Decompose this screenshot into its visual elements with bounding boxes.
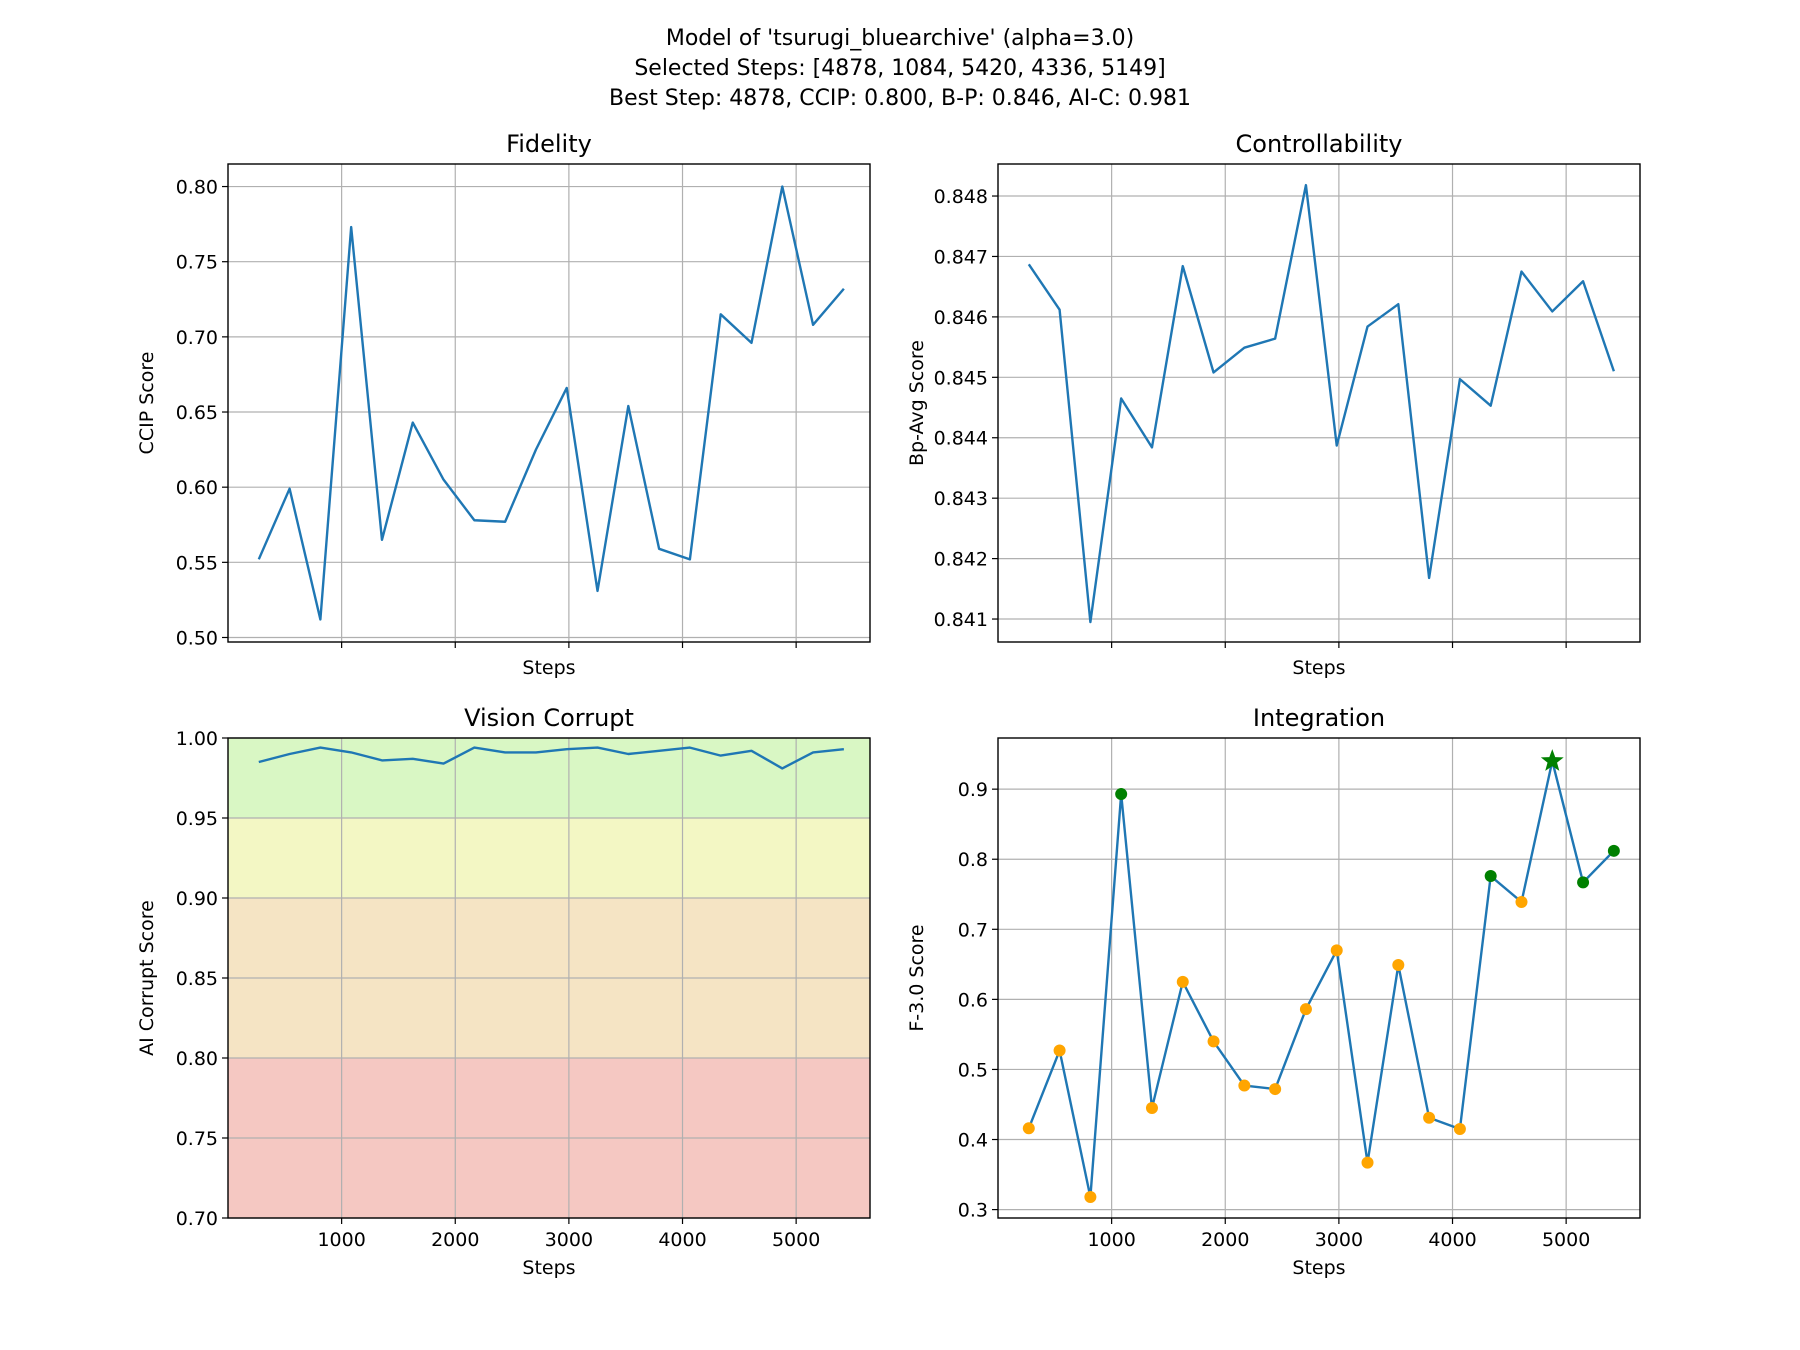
y-tick-label: 0.847 bbox=[934, 246, 988, 268]
y-tick-label: 0.95 bbox=[176, 808, 218, 830]
y-tick-label: 0.6 bbox=[958, 989, 988, 1011]
point-marker bbox=[1392, 959, 1405, 972]
y-axis-label: AI Corrupt Score bbox=[136, 900, 158, 1056]
y-tick-label: 0.841 bbox=[934, 609, 988, 631]
y-tick-label: 0.55 bbox=[176, 552, 218, 574]
y-tick-label: 0.70 bbox=[176, 327, 218, 349]
series-line bbox=[1027, 183, 1616, 624]
x-tick-label: 1000 bbox=[1087, 1229, 1135, 1251]
x-tick-label: 4000 bbox=[1428, 1229, 1476, 1251]
point-marker bbox=[1084, 1190, 1097, 1203]
panel-title: Fidelity bbox=[506, 130, 592, 158]
point-marker bbox=[1299, 1003, 1312, 1016]
selected-point-marker bbox=[1115, 788, 1128, 801]
y-tick-label: 0.80 bbox=[176, 177, 218, 199]
y-tick-label: 0.75 bbox=[176, 252, 218, 274]
point-marker bbox=[1330, 944, 1343, 957]
y-axis-label: CCIP Score bbox=[136, 352, 158, 455]
panel-title: Integration bbox=[1253, 704, 1385, 732]
x-axis-label: Steps bbox=[522, 657, 575, 679]
y-axis-label: F-3.0 Score bbox=[906, 924, 928, 1031]
point-marker bbox=[1022, 1122, 1035, 1135]
point-marker bbox=[1269, 1083, 1282, 1096]
point-marker bbox=[1053, 1044, 1066, 1057]
y-tick-label: 0.80 bbox=[176, 1048, 218, 1070]
y-tick-label: 0.3 bbox=[958, 1200, 988, 1222]
x-tick-label: 4000 bbox=[658, 1229, 706, 1251]
y-tick-label: 0.9 bbox=[958, 779, 988, 801]
selected-point-marker bbox=[1577, 876, 1590, 889]
x-tick-label: 2000 bbox=[1201, 1229, 1249, 1251]
figure-title-line-1: Model of 'tsurugi_bluearchive' (alpha=3.… bbox=[666, 26, 1134, 51]
figure-title-line-3: Best Step: 4878, CCIP: 0.800, B-P: 0.846… bbox=[609, 86, 1191, 111]
y-tick-label: 0.60 bbox=[176, 477, 218, 499]
figure-title-line-2: Selected Steps: [4878, 1084, 5420, 4336,… bbox=[634, 56, 1165, 81]
x-tick-label: 5000 bbox=[772, 1229, 820, 1251]
x-tick-label: 3000 bbox=[1315, 1229, 1363, 1251]
y-tick-label: 0.75 bbox=[176, 1128, 218, 1150]
panel-integration: 1000 2000 3000 4000 5000 0.3 0.4 0.5 0.6 0.7 0.8 0.… bbox=[906, 704, 1641, 1279]
point-marker bbox=[1207, 1035, 1220, 1048]
x-axis-label: Steps bbox=[1292, 1257, 1345, 1279]
selected-point-marker bbox=[1484, 870, 1497, 883]
y-tick-label: 0.65 bbox=[176, 402, 218, 424]
best-step-star-marker bbox=[1540, 749, 1564, 771]
y-tick-label: 0.7 bbox=[958, 919, 988, 941]
x-axis-label: Steps bbox=[1292, 657, 1345, 679]
panel-controllability: 0.841 0.842 0.843 0.844 0.845 0.846 0.847 0.848… bbox=[906, 130, 1641, 679]
point-marker bbox=[1423, 1111, 1436, 1124]
point-marker bbox=[1361, 1156, 1374, 1169]
x-tick-label: 1000 bbox=[317, 1229, 365, 1251]
y-tick-label: 1.00 bbox=[176, 728, 218, 750]
panel-fidelity: 0.50 0.55 0.60 0.65 0.70 0.75 0.80 Fidelity Step… bbox=[136, 130, 871, 679]
x-tick-label: 3000 bbox=[545, 1229, 593, 1251]
y-tick-label: 0.50 bbox=[176, 627, 218, 649]
y-tick-label: 0.844 bbox=[934, 428, 988, 450]
y-tick-label: 0.848 bbox=[934, 186, 988, 208]
x-tick-label: 5000 bbox=[1542, 1229, 1590, 1251]
y-tick-label: 0.85 bbox=[176, 968, 218, 990]
y-tick-label: 0.70 bbox=[176, 1208, 218, 1230]
y-tick-label: 0.843 bbox=[934, 488, 988, 510]
point-marker bbox=[1515, 895, 1528, 908]
point-marker bbox=[1145, 1101, 1158, 1114]
y-tick-label: 0.846 bbox=[934, 307, 988, 329]
y-axis-label: Bp-Avg Score bbox=[906, 340, 928, 466]
point-marker bbox=[1453, 1123, 1466, 1136]
band-1 bbox=[228, 818, 870, 898]
y-tick-label: 0.4 bbox=[958, 1130, 988, 1152]
y-tick-label: 0.90 bbox=[176, 888, 218, 910]
series-line bbox=[1027, 759, 1615, 1199]
selected-point-marker bbox=[1607, 844, 1620, 857]
panel-title: Vision Corrupt bbox=[464, 704, 634, 732]
panel-vision-corrupt: 1000 2000 3000 4000 5000 0.70 0.75 0.80 0.85 0.90… bbox=[136, 704, 871, 1279]
plot-frame bbox=[997, 737, 1641, 1219]
panel-title: Controllability bbox=[1236, 130, 1403, 158]
series-line bbox=[257, 185, 845, 621]
x-axis-label: Steps bbox=[522, 1257, 575, 1279]
y-tick-label: 0.845 bbox=[934, 367, 988, 389]
x-tick-label: 2000 bbox=[431, 1229, 479, 1251]
series-line bbox=[258, 746, 844, 770]
y-tick-label: 0.5 bbox=[958, 1059, 988, 1081]
y-tick-label: 0.842 bbox=[934, 549, 988, 571]
plot-frame bbox=[997, 163, 1641, 643]
y-tick-label: 0.8 bbox=[958, 849, 988, 871]
plot-frame bbox=[227, 163, 871, 643]
point-marker bbox=[1176, 975, 1189, 988]
point-marker bbox=[1238, 1079, 1251, 1092]
